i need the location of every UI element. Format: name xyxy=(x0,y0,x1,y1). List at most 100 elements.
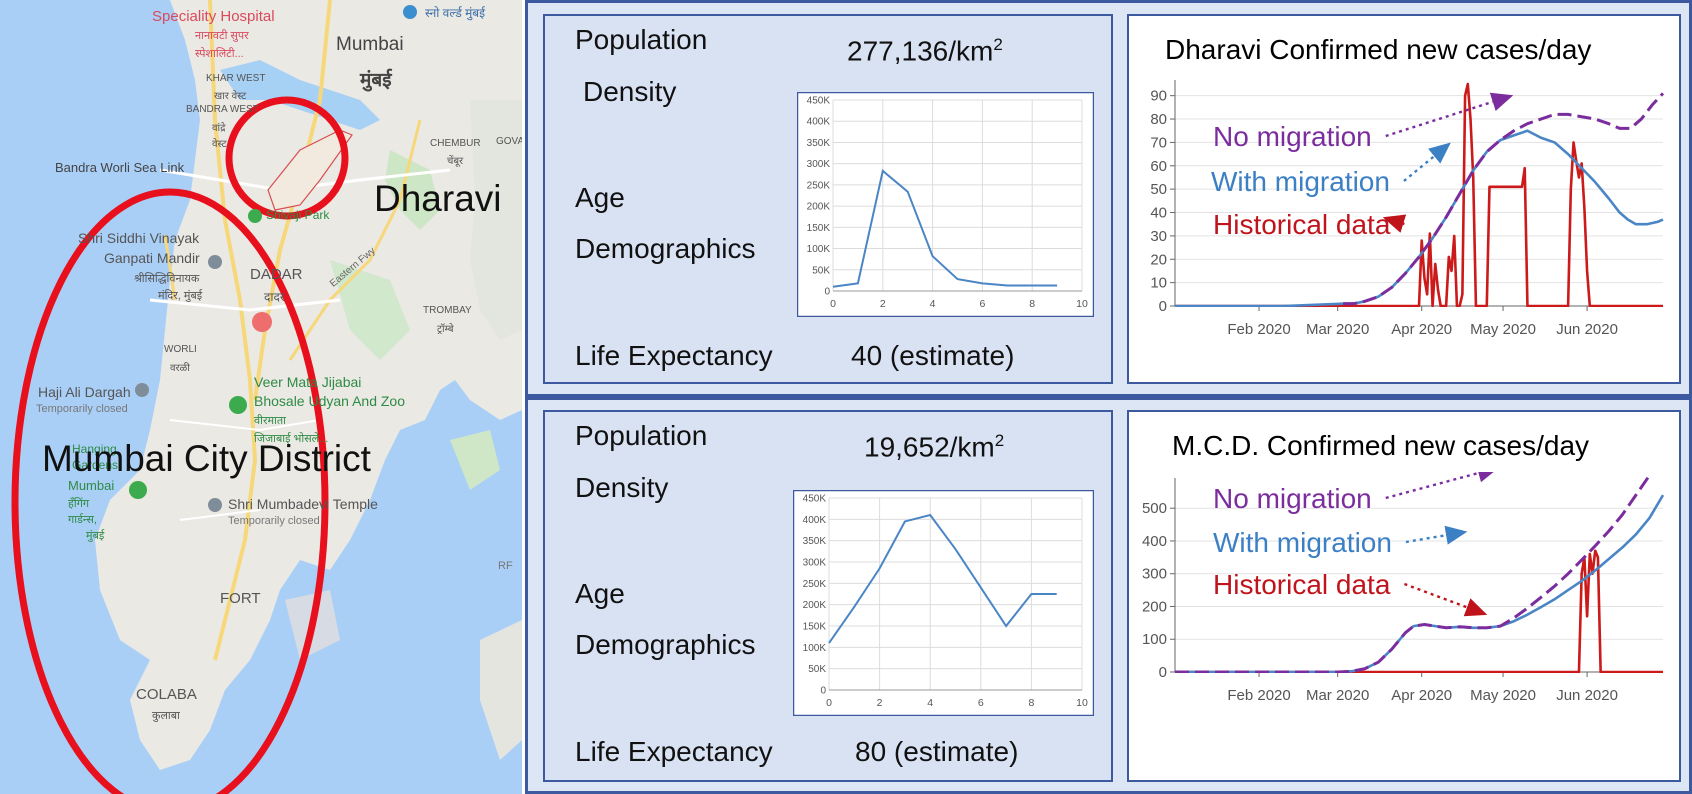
mcd-age-label-2: Demographics xyxy=(575,629,756,660)
map-label-khar-west-local: खार वेस्ट xyxy=(214,91,247,102)
cases-y-tick-label: 0 xyxy=(1159,664,1167,681)
cases-x-tick-label: Jun 2020 xyxy=(1556,321,1618,338)
map-label-colaba-local: कुलाबा xyxy=(152,710,180,722)
age-chart-frame xyxy=(793,490,1094,716)
map-label-khar-west: KHAR WEST xyxy=(206,73,266,84)
map-label-mumbai-local: मुंबई xyxy=(360,70,392,91)
age-y-tick-label: 0 xyxy=(820,686,826,697)
age-series-line xyxy=(832,169,1058,288)
age-y-tick-label: 100K xyxy=(807,244,831,255)
cases-arrow-with-migration xyxy=(1403,142,1451,182)
map-label-siddhivinayak-local-2: मंदिर, मुंबई xyxy=(158,290,203,302)
age-y-tick-label: 450K xyxy=(807,96,831,107)
age-y-tick-label: 350K xyxy=(807,138,831,149)
cases-annotation-with-migration: With migration xyxy=(1213,527,1392,558)
dharavi-density-number: 277,136/km xyxy=(847,35,994,67)
cases-y-tick-label: 80 xyxy=(1150,111,1167,128)
cases-series-no-migration xyxy=(1343,92,1665,306)
cases-y-tick-label: 10 xyxy=(1150,275,1167,292)
age-y-tick-label: 450K xyxy=(803,494,827,505)
cases-y-tick-label: 200 xyxy=(1142,598,1167,615)
dharavi-population-label-1: Population xyxy=(575,24,708,55)
age-x-tick-label: 2 xyxy=(877,697,883,709)
map-label-govan: GOVAN xyxy=(496,136,522,147)
cases-y-tick-label: 50 xyxy=(1150,181,1167,198)
map-label-veer-1: Veer Mata Jijabai xyxy=(254,374,362,390)
age-y-tick-label: 100K xyxy=(803,643,827,654)
map-label-rf: RF xyxy=(498,560,513,572)
dharavi-population-label-2: Density xyxy=(583,76,677,107)
age-y-tick-label: 300K xyxy=(803,558,827,569)
age-x-tick-label: 6 xyxy=(979,298,985,310)
cases-x-tick-label: Feb 2020 xyxy=(1227,687,1290,704)
dharavi-cases-box xyxy=(1127,14,1681,384)
map-label-veer-local-2: जिजाबाई भोसले... xyxy=(254,433,329,445)
cases-annotation-no-migration: No migration xyxy=(1213,121,1372,152)
mcd-density-number: 19,652/km xyxy=(864,431,995,463)
map-label-veer-local-1: वीरमाता xyxy=(254,415,287,427)
map-label-bandra-worli: Bandra Worli Sea Link xyxy=(55,160,185,175)
cases-y-tick-label: 400 xyxy=(1142,533,1167,550)
map-label-dadar: DADAR xyxy=(250,266,303,283)
cases-y-tick-label: 30 xyxy=(1150,228,1167,245)
map-label-bandra-west: BANDRA WEST xyxy=(186,104,259,115)
map-label-chembur: CHEMBUR xyxy=(430,138,481,149)
age-y-tick-label: 300K xyxy=(807,159,831,170)
map-label-mumbai-city-district: Mumbai City District xyxy=(42,438,371,479)
age-x-tick-label: 10 xyxy=(1076,298,1088,310)
age-y-tick-label: 50K xyxy=(808,664,826,675)
age-x-tick-label: 4 xyxy=(930,298,936,310)
age-y-tick-label: 350K xyxy=(803,536,827,547)
cases-x-tick-label: Jun 2020 xyxy=(1556,687,1618,704)
cases-x-tick-label: Apr 2020 xyxy=(1391,687,1452,704)
dharavi-cases-chart: 0 10 20 30 40 50 60 70 80 90 Feb 2020 Mar 2020 Apr 2… xyxy=(1150,80,1665,338)
dharavi-age-chart: 0 50K 100K 150K 200K 250K 300K 350K 400K 450K 0 2 4 6… xyxy=(797,92,1094,317)
age-chart-frame xyxy=(797,92,1094,317)
map-label-hanging-local-1: हँगिंग xyxy=(68,498,90,510)
age-x-tick-label: 4 xyxy=(927,697,933,709)
map-label-top-local: स्नो वर्ल्ड मुंबई xyxy=(425,6,486,20)
map-label-dadar-local: दादर xyxy=(264,290,285,304)
map-label-temp-closed-1: Temporarily closed xyxy=(36,403,128,415)
mcd-life-label: Life Expectancy xyxy=(575,736,773,767)
map-label-temp-closed-2: Temporarily closed xyxy=(228,515,320,527)
map-label-fort: FORT xyxy=(220,590,261,607)
age-y-tick-label: 50K xyxy=(812,265,830,276)
cases-y-tick-label: 70 xyxy=(1150,134,1167,151)
mcd-population-label-1: Population xyxy=(575,420,708,451)
map-label-hanging-2: Gardens xyxy=(72,458,119,472)
age-x-tick-label: 2 xyxy=(880,298,886,310)
cases-x-tick-label: Feb 2020 xyxy=(1227,321,1290,338)
map-label-siddhivinayak-2: Ganpati Mandir xyxy=(104,250,200,266)
map-label-speciality-hospital: Speciality Hospital xyxy=(152,8,275,25)
mcd-density-sup: 2 xyxy=(994,431,1005,450)
map-background xyxy=(0,0,522,794)
dharavi-cases-title: Dharavi Confirmed new cases/day xyxy=(1165,34,1592,65)
map-label-colaba: COLABA xyxy=(136,686,197,703)
cases-annotation-no-migration: No migration xyxy=(1213,483,1372,514)
cases-y-tick-label: 20 xyxy=(1150,251,1167,268)
age-y-tick-label: 400K xyxy=(803,515,827,526)
cases-annotation-historical: Historical data xyxy=(1213,209,1391,240)
age-x-tick-label: 8 xyxy=(1029,298,1035,310)
cases-series-historical-data xyxy=(1175,549,1663,673)
dharavi-life-value: 40 (estimate) xyxy=(851,340,1015,371)
age-series-line xyxy=(828,513,1057,644)
cases-x-tick-label: May 2020 xyxy=(1470,687,1536,704)
map-label-west-local: वेस्ट xyxy=(212,139,227,150)
cases-x-tick-label: Apr 2020 xyxy=(1391,321,1452,338)
dharavi-age-label-2: Demographics xyxy=(575,233,756,264)
age-x-tick-label: 0 xyxy=(826,697,832,709)
cases-arrow-with-migration xyxy=(1405,525,1468,545)
map-label-hanging-3: Mumbai xyxy=(68,478,115,493)
age-x-tick-label: 10 xyxy=(1076,697,1088,709)
mcd-age-label-1: Age xyxy=(575,578,625,609)
dharavi-density-value: 277,136/km2 xyxy=(847,35,1003,67)
dharavi-density-sup: 2 xyxy=(993,35,1003,54)
map-label-siddhivinayak-local-1: श्रीसिद्धिविनायक xyxy=(134,273,200,285)
map-label-hanging-1: Hanging xyxy=(72,442,117,456)
cases-annotation-with-migration: With migration xyxy=(1211,166,1390,197)
age-x-tick-label: 8 xyxy=(1028,697,1034,709)
mcd-age-chart: 0 50K 100K 150K 200K 250K 300K 350K 400K 450K 0 2 4 6… xyxy=(793,490,1094,716)
mcd-cases-chart: 0 100 200 300 400 500 Feb 2020 Mar 2020 Apr 2020… xyxy=(1142,472,1665,704)
